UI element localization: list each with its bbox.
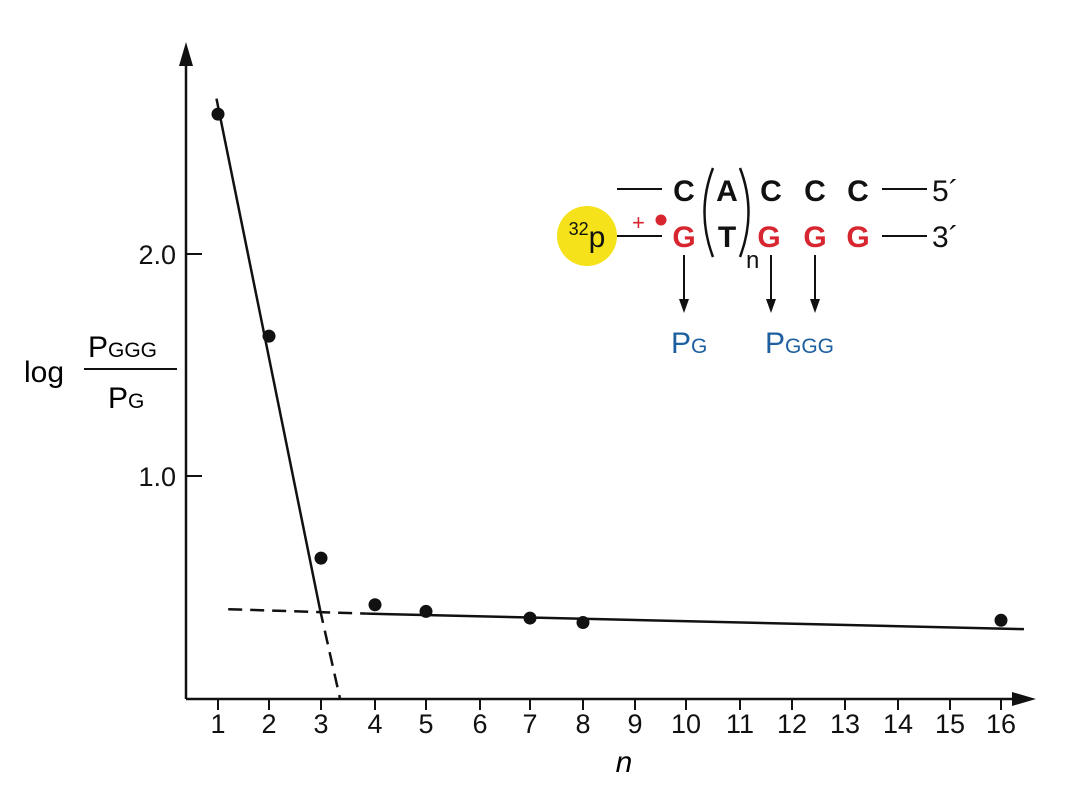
data-point: [419, 604, 433, 618]
bottom-base-5: G: [846, 221, 869, 254]
dna-inset: C A C C C 5´ 32p + G T G G G 3´ n PG PGG…: [557, 167, 959, 360]
x-tick-label: 10: [671, 709, 701, 739]
x-tick-label: 3: [313, 709, 328, 739]
top-base-1: C: [673, 175, 695, 208]
y-label-numerator: PGGG: [88, 331, 157, 364]
charge-dot: [655, 214, 667, 226]
bottom-base-4: G: [803, 221, 826, 254]
fit-line-steep-extrapolation: [318, 608, 342, 699]
arrow-pggg-2-head: [810, 299, 820, 313]
y-ticks: 2.0 1.0: [138, 240, 202, 492]
y-axis-label: log PGGG PG: [24, 331, 177, 415]
y-label-numerator-main: P: [88, 331, 108, 364]
y-axis-arrow: [179, 42, 193, 66]
data-point: [262, 329, 276, 343]
x-tick-label: 7: [522, 709, 537, 739]
radiolabel-text: p: [589, 221, 606, 254]
product-pggg: PGGG: [765, 327, 834, 360]
label-yellow-circle: [557, 206, 617, 266]
x-axis-label: n: [616, 746, 633, 779]
bottom-strand-end-label: 3´: [932, 221, 959, 254]
bottom-base-2: T: [718, 221, 736, 254]
product-pggg-sub: GGG: [785, 335, 834, 358]
fit-line-steep: [215, 98, 322, 610]
x-tick-label: 5: [418, 709, 433, 739]
x-tick-label: 2: [261, 709, 276, 739]
bottom-base-1: G: [672, 221, 695, 254]
product-pg-main: P: [671, 327, 691, 360]
data-points: [211, 107, 1008, 630]
x-tick-label: 4: [367, 709, 382, 739]
x-tick-label: 1: [210, 709, 225, 739]
product-pggg-main: P: [765, 327, 785, 360]
fit-line-shallow-extrapolation: [228, 607, 367, 615]
repeat-left-paren: [703, 167, 715, 258]
x-tick-label: 13: [830, 709, 860, 739]
product-pg: PG: [671, 327, 707, 360]
top-base-3: C: [760, 175, 782, 208]
x-tick-label: 6: [472, 709, 487, 739]
x-tick-label: 11: [726, 709, 754, 739]
y-label-denominator-sub: G: [128, 390, 144, 413]
top-base-4: C: [804, 175, 826, 208]
y-label-numerator-sub: GGG: [108, 339, 157, 362]
top-base-5: C: [847, 175, 869, 208]
y-tick-label: 1.0: [138, 462, 176, 492]
data-point: [576, 616, 590, 630]
top-strand-end-label: 5´: [932, 175, 959, 208]
top-base-2: A: [716, 175, 738, 208]
data-point: [314, 551, 328, 565]
y-tick-label: 2.0: [138, 240, 176, 270]
fit-line-shallow: [366, 612, 1024, 631]
repeat-right-paren: [738, 167, 750, 258]
axes: [179, 42, 1036, 706]
arrow-pg-head: [679, 299, 689, 313]
data-point: [994, 613, 1008, 627]
x-tick-label: 14: [883, 709, 913, 739]
data-point: [368, 598, 382, 612]
x-tick-label: 8: [575, 709, 590, 739]
product-pg-sub: G: [691, 335, 707, 358]
y-label-denominator: PG: [108, 382, 144, 415]
x-tick-label: 16: [986, 709, 1016, 739]
y-label-prefix: log: [24, 356, 64, 389]
plus-sign: +: [632, 210, 645, 235]
data-point: [211, 107, 225, 121]
fit-lines: [215, 98, 1024, 699]
repeat-subscript: n: [746, 247, 759, 274]
bottom-base-3: G: [757, 221, 780, 254]
x-axis-arrow: [1012, 692, 1036, 706]
x-tick-label: 9: [627, 709, 642, 739]
radiolabel: 32p: [569, 219, 606, 254]
y-label-denominator-main: P: [108, 382, 128, 415]
data-point: [523, 611, 537, 625]
x-tick-label: 15: [935, 709, 965, 739]
arrow-pggg-1-head: [766, 299, 776, 313]
x-ticks: 1 2 3 4 5 6 7 8 9 10 11 12 13 14 15 16: [210, 699, 1016, 739]
radiolabel-superscript: 32: [569, 219, 589, 239]
x-tick-label: 12: [777, 709, 807, 739]
